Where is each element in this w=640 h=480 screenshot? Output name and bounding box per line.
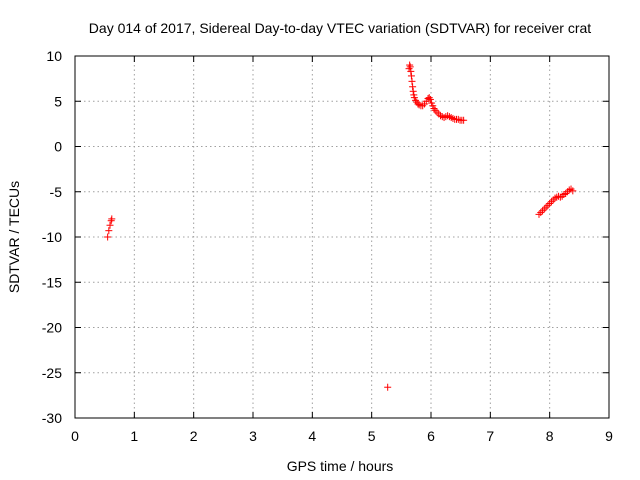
data-point [444,112,452,120]
data-points [104,61,577,391]
data-point [562,190,570,198]
data-point [563,188,571,196]
data-point [415,101,423,109]
data-point [409,83,417,91]
data-point [569,187,577,195]
data-point [406,63,414,71]
data-point [567,185,575,193]
x-tick-label: 0 [71,428,79,444]
data-point [426,95,434,103]
data-point [537,209,545,217]
data-point [108,215,116,223]
y-tick-label: 0 [54,139,62,155]
data-point [546,200,554,208]
data-point [409,87,417,95]
x-axis-label: GPS time / hours [287,458,394,474]
data-point [406,61,414,69]
data-point [547,198,555,206]
data-point [445,113,453,121]
data-point [460,116,468,124]
y-tick-label: 5 [54,93,62,109]
x-tick-label: 4 [308,428,316,444]
data-point [414,100,422,108]
x-tick-label: 5 [368,428,376,444]
data-point [419,102,427,110]
data-point [431,106,439,114]
grid [75,56,609,418]
data-point [412,96,420,104]
data-point [440,114,448,122]
y-axis-label: SDTVAR / TECUs [6,181,22,293]
y-tick-label: -15 [42,274,62,290]
data-point [540,205,548,213]
y-tick-label: 10 [46,48,62,64]
x-tick-label: 3 [249,428,257,444]
y-tick-label: -5 [50,184,63,200]
data-point [384,383,392,391]
data-point [539,207,547,215]
data-point [107,217,115,225]
data-point [408,77,416,85]
data-point [544,201,552,209]
data-point [549,196,557,204]
data-point [433,108,441,116]
data-point [104,233,112,241]
x-tick-label: 7 [486,428,494,444]
data-point [407,67,415,75]
x-tick-label: 9 [605,428,613,444]
y-tick-label: -20 [42,320,62,336]
x-tick-label: 2 [190,428,198,444]
x-tick-label: 6 [427,428,435,444]
data-point [106,221,114,229]
axis-ticks: 0 1 2 3 4 5 6 7 8 9 -30 -25 -20 -15 -10 -5 0 5 10 [42,48,613,444]
data-point [454,115,462,123]
data-point [542,203,550,211]
y-tick-label: -30 [42,410,62,426]
y-tick-label: -25 [42,365,62,381]
y-tick-label: -10 [42,229,62,245]
data-point [407,72,415,80]
chart-title: Day 014 of 2017, Sidereal Day-to-day VTE… [89,20,591,36]
data-point [449,114,457,122]
data-point [556,193,564,201]
x-tick-label: 1 [130,428,138,444]
data-point [430,104,438,112]
data-point [551,194,559,202]
data-point [560,190,568,198]
x-tick-label: 8 [546,428,554,444]
data-point [558,192,566,200]
data-point [425,94,433,102]
data-point [447,114,455,122]
data-point [105,227,113,235]
data-point [565,186,573,194]
data-point [436,112,444,120]
data-point [435,110,443,118]
data-point [535,210,543,218]
